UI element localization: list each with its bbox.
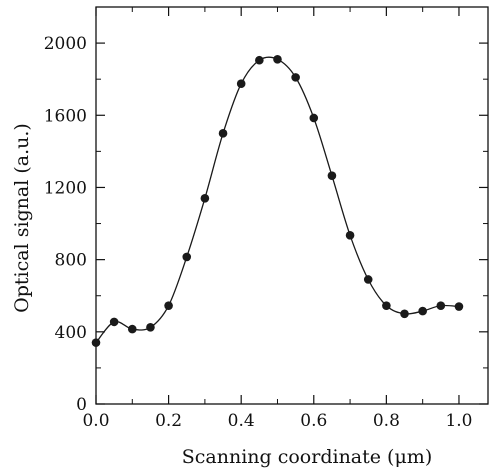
data-point bbox=[436, 301, 446, 310]
y-tick-label: 0 bbox=[76, 395, 87, 415]
data-point bbox=[218, 129, 228, 138]
data-point bbox=[273, 55, 282, 64]
data-point bbox=[127, 324, 137, 334]
y-axis-label: Optical signal (a.u.) bbox=[11, 123, 33, 313]
data-point bbox=[363, 275, 373, 284]
data-point bbox=[345, 230, 355, 240]
data-point bbox=[200, 193, 210, 203]
x-tick-label: 0.0 bbox=[82, 411, 109, 431]
y-tick-label: 800 bbox=[55, 251, 87, 271]
data-point bbox=[146, 323, 155, 332]
x-tick-label: 0.6 bbox=[300, 411, 327, 431]
data-point bbox=[454, 302, 464, 311]
y-tick-label: 2000 bbox=[44, 34, 87, 54]
data-point bbox=[164, 301, 173, 310]
series-points-layer bbox=[91, 55, 464, 347]
ticks: 0.0 0.2 0.4 0.6 0.8 1.0 0 400 800 1200 1600 2000 bbox=[44, 7, 488, 431]
data-point bbox=[236, 79, 246, 88]
y-tick-label: 400 bbox=[55, 323, 87, 343]
data-point bbox=[418, 306, 427, 316]
x-tick-label: 0.8 bbox=[373, 411, 400, 431]
x-tick-label: 0.4 bbox=[228, 411, 255, 431]
y-tick-label: 1200 bbox=[44, 178, 87, 198]
series-line-layer bbox=[95, 56, 460, 344]
data-point bbox=[309, 113, 319, 123]
x-tick-label: 0.2 bbox=[155, 411, 182, 431]
series-line bbox=[95, 56, 460, 344]
x-tick-label: 1.0 bbox=[445, 411, 472, 431]
data-point bbox=[382, 301, 391, 310]
x-axis-label: Scanning coordinate (μm) bbox=[182, 446, 433, 468]
data-point bbox=[182, 252, 192, 262]
data-point bbox=[109, 317, 119, 327]
data-point bbox=[400, 309, 409, 319]
data-point bbox=[91, 338, 101, 347]
data-point bbox=[327, 171, 337, 181]
data-point bbox=[255, 55, 264, 65]
data-point bbox=[291, 73, 300, 82]
y-tick-label: 1600 bbox=[44, 106, 87, 126]
plot-frame bbox=[95, 6, 489, 405]
